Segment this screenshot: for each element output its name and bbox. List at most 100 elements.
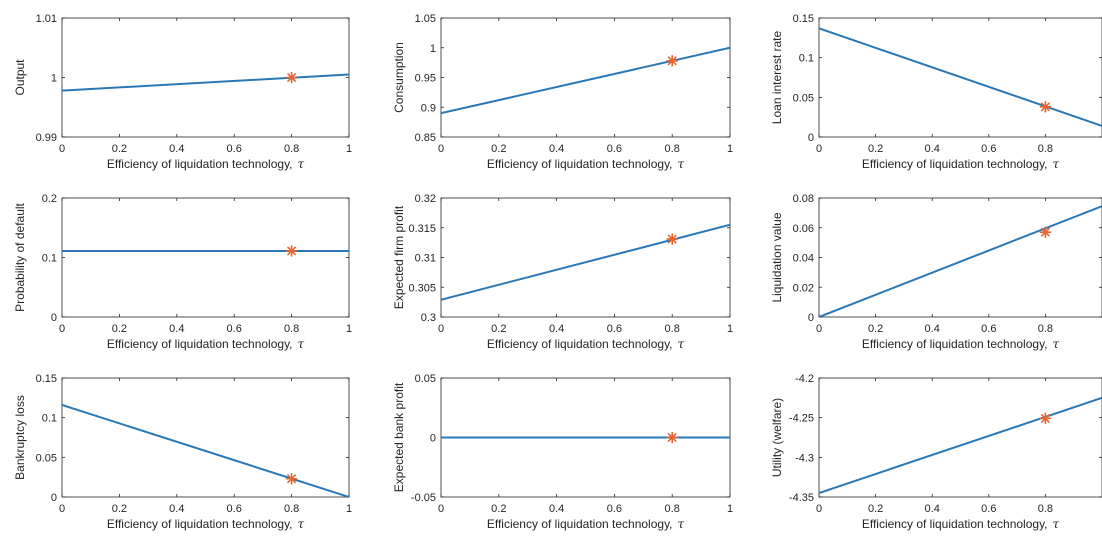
x-tick-label: 0.6 — [227, 143, 242, 155]
x-tick-label: 0 — [59, 323, 65, 335]
x-tick-label: 0.2 — [491, 323, 506, 335]
x-tick-label: 0.2 — [112, 503, 127, 515]
x-axis-label: Efficiency of liquidation technology, τ — [107, 157, 305, 171]
steady-state-marker — [1039, 226, 1052, 239]
y-tick-label: -4.3 — [795, 452, 814, 464]
y-axis-label: Expected firm profit — [392, 205, 406, 309]
x-tick-label: 0.8 — [665, 143, 680, 155]
x-tick-label: 0.4 — [549, 143, 564, 155]
y-tick-label: 0.315 — [408, 223, 436, 235]
x-tick-label: 0.6 — [981, 323, 996, 335]
x-axis-label: Efficiency of liquidation technology, τ — [107, 337, 305, 351]
x-tick-label: 1 — [346, 323, 352, 335]
x-tick-label: 0.2 — [868, 143, 883, 155]
x-tick-label: 0.6 — [607, 503, 622, 515]
y-axis-label: Consumption — [392, 42, 406, 113]
x-tick-label: 0.6 — [981, 143, 996, 155]
x-tick-label: 0.4 — [549, 503, 564, 515]
x-tick-label: 1 — [727, 503, 733, 515]
x-tick-label: 0.6 — [227, 503, 242, 515]
y-axis-label: Liquidation value — [770, 212, 784, 302]
y-axis-label: Expected bank profit — [392, 382, 406, 492]
x-tick-label: 1 — [727, 143, 733, 155]
y-tick-label: 0.1 — [42, 413, 57, 425]
y-tick-label: 0.9 — [421, 102, 436, 114]
plot-area — [440, 17, 731, 138]
y-tick-label: 0.05 — [36, 452, 57, 464]
subplot-7: 0 0.2 0.4 0.6 0.8 1 0 0.05 0.1 0.15 Efficiency of … — [13, 373, 352, 531]
x-axis-label-symbol: τ — [678, 517, 685, 531]
x-axis-label: Efficiency of liquidation technology, τ — [487, 337, 685, 351]
x-axis-label-symbol: τ — [1053, 517, 1060, 531]
steady-state-marker — [666, 431, 679, 444]
y-tick-label: 1 — [430, 43, 436, 55]
x-tick-label: 0 — [816, 143, 822, 155]
x-axis-label: Efficiency of liquidation technology, τ — [862, 337, 1060, 351]
y-tick-label: 0.06 — [793, 223, 814, 235]
y-tick-label: 0.3 — [421, 312, 436, 324]
x-tick-label: 0.4 — [549, 323, 564, 335]
y-tick-label: 0.04 — [793, 253, 814, 265]
x-axis-label: Efficiency of liquidation technology, τ — [107, 517, 305, 531]
y-tick-label: -4.2 — [795, 373, 814, 385]
x-axis-label-text: Efficiency of liquidation technology, — [107, 157, 293, 171]
y-axis-label: Loan interest rate — [770, 30, 784, 124]
plot-area — [61, 197, 350, 318]
x-tick-label: 0 — [816, 503, 822, 515]
steady-state-marker — [285, 472, 298, 485]
y-tick-label: 0.99 — [36, 132, 57, 144]
x-tick-label: 1 — [346, 503, 352, 515]
x-tick-label: 0.8 — [284, 503, 299, 515]
x-tick-label: 0.2 — [868, 503, 883, 515]
subplot-3: 0 0.2 0.4 0.6 0.8 0 0.05 0.1 0.15 Efficiency of l… — [770, 13, 1102, 171]
y-tick-label: 0.1 — [42, 253, 57, 265]
y-axis-label: Utility (welfare) — [770, 398, 784, 477]
x-axis-label: Efficiency of liquidation technology, τ — [487, 157, 685, 171]
steady-state-marker — [666, 233, 679, 245]
x-tick-label: 0.2 — [868, 323, 883, 335]
x-axis-label-symbol: τ — [298, 337, 305, 351]
y-tick-label: -0.05 — [411, 492, 436, 504]
series-line — [819, 27, 1102, 127]
x-tick-label: 0 — [59, 143, 65, 155]
x-tick-label: 0.8 — [665, 323, 680, 335]
x-tick-label: 0 — [816, 323, 822, 335]
y-tick-label: 1.01 — [36, 13, 57, 25]
y-tick-label: 0.1 — [799, 53, 814, 65]
x-tick-label: 0.8 — [1038, 323, 1053, 335]
subplot-1: 0 0.2 0.4 0.6 0.8 1 0.99 1 1.01 Efficiency of liq… — [13, 13, 352, 171]
y-tick-label: 0 — [430, 433, 436, 445]
y-axis-label: Bankruptcy loss — [13, 395, 27, 480]
y-tick-label: 0.31 — [415, 253, 436, 265]
subplot-6: 0 0.2 0.4 0.6 0.8 0 0.02 0.04 0.06 0.08 Efficiency… — [770, 193, 1102, 351]
series-line — [441, 223, 730, 301]
x-tick-label: 0.4 — [169, 143, 184, 155]
x-axis-label-symbol: τ — [298, 517, 305, 531]
y-tick-label: 0.95 — [415, 73, 436, 85]
x-axis-label-text: Efficiency of liquidation technology, — [862, 157, 1048, 171]
plot-area — [61, 377, 350, 498]
x-axis-label-text: Efficiency of liquidation technology, — [487, 157, 673, 171]
plot-area — [818, 197, 1102, 318]
series-line — [441, 46, 730, 115]
y-tick-label: 0.05 — [415, 373, 436, 385]
x-tick-label: 0.2 — [112, 323, 127, 335]
series-line — [62, 404, 349, 497]
y-tick-label: 0.85 — [415, 132, 436, 144]
x-tick-label: 0.6 — [981, 503, 996, 515]
y-tick-label: -4.35 — [789, 492, 814, 504]
x-tick-label: 0 — [438, 143, 444, 155]
x-tick-label: 0 — [438, 323, 444, 335]
y-tick-label: 0.2 — [42, 193, 57, 205]
steady-state-marker — [285, 71, 298, 84]
y-axis-label: Output — [13, 59, 27, 96]
y-axis-label: Probability of default — [13, 202, 27, 311]
steady-state-marker — [1039, 412, 1052, 425]
x-tick-label: 0.6 — [227, 323, 242, 335]
x-tick-label: 0.4 — [169, 503, 184, 515]
y-tick-label: 0.15 — [36, 373, 57, 385]
plot-area — [440, 197, 731, 318]
y-tick-label: 0.32 — [415, 193, 436, 205]
